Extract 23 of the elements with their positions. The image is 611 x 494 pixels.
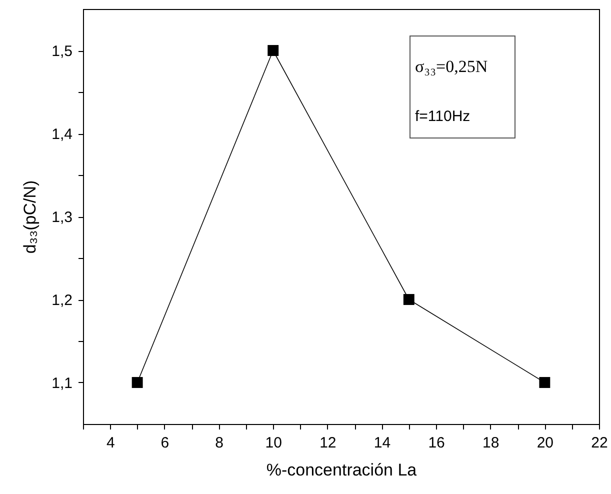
- annotation: σ₃₃=0,25N: [415, 57, 488, 76]
- x-tick-label: 4: [106, 434, 115, 452]
- x-tick-label: 22: [591, 434, 608, 452]
- x-tick-label: 8: [215, 434, 224, 452]
- x-tick-label: 18: [482, 434, 500, 452]
- y-tick-label: 1,3: [52, 209, 72, 226]
- point: [268, 45, 279, 56]
- y-tick-label: 1,1: [52, 375, 72, 392]
- x-tick-label: 16: [428, 434, 445, 452]
- x-tick-label: 6: [160, 434, 170, 452]
- y-axis-title: d₃₃(pC/N): [20, 180, 40, 254]
- y-tick-label: 1,4: [52, 126, 72, 143]
- point: [132, 377, 143, 388]
- annotation: f=110Hz: [415, 108, 470, 125]
- x-tick-label: 14: [374, 434, 391, 452]
- point: [539, 377, 550, 388]
- point: [403, 294, 414, 305]
- x-tick-label: 10: [265, 434, 282, 452]
- x-tick-label: 20: [536, 434, 554, 452]
- x-axis-title: %-concentración La: [266, 460, 418, 480]
- y-tick-label: 1,2: [52, 292, 72, 309]
- y-tick-label: 1,5: [52, 43, 72, 60]
- x-tick-label: 12: [320, 434, 336, 452]
